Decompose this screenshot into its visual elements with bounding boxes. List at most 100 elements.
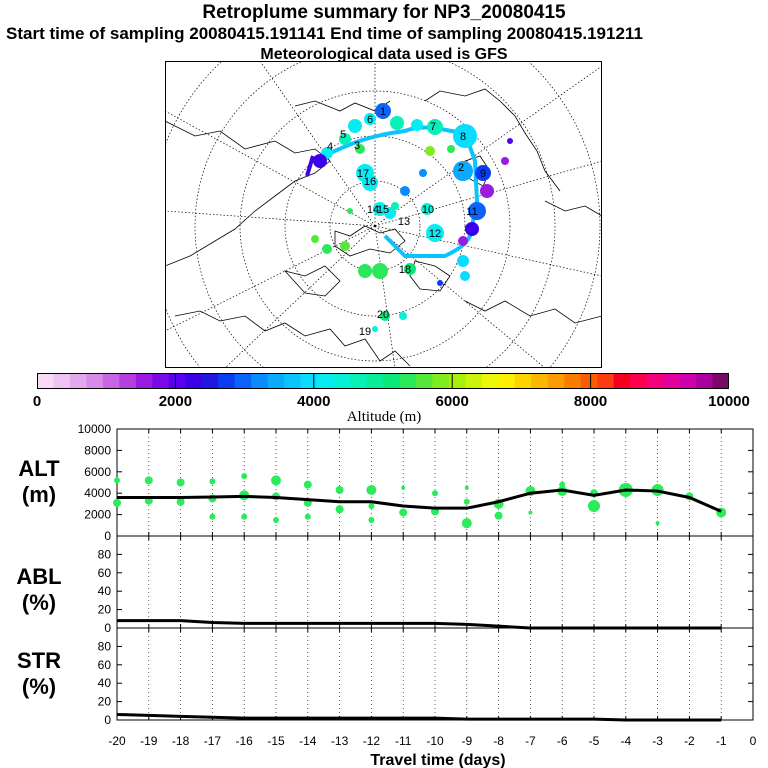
- x-tick-label: -17: [204, 734, 222, 748]
- y-tick-label: 0: [104, 713, 111, 727]
- altitude-cluster-point: [432, 490, 438, 497]
- map-day-label: 11: [466, 206, 477, 218]
- map-cluster-dot: [400, 186, 410, 196]
- y-tick-label: 6000: [84, 465, 111, 479]
- map-cluster-dot: [411, 119, 423, 131]
- map-cluster-dot: [390, 116, 404, 130]
- altitude-cluster-point: [239, 490, 250, 501]
- colorbar-swatch: [399, 373, 417, 389]
- alt-label-line1: ALT: [18, 456, 60, 481]
- panel-frame: [116, 535, 754, 629]
- colorbar-swatch: [333, 373, 351, 389]
- str-label-line2: (%): [21, 674, 57, 699]
- altitude-cluster-point: [368, 516, 375, 523]
- colorbar-swatch: [646, 373, 664, 389]
- y-tick-label: 20: [98, 695, 112, 709]
- series-line-str: [116, 712, 722, 722]
- y-tick-label: 60: [98, 658, 112, 672]
- map-cluster-dot: [355, 144, 365, 154]
- colorbar-swatch: [300, 373, 318, 389]
- colorbar-swatch: [531, 373, 549, 389]
- y-tick-label: 4000: [84, 486, 111, 500]
- x-tick-label: 0: [750, 734, 757, 748]
- colorbar-swatch: [432, 373, 450, 389]
- colorbar-swatch: [679, 373, 697, 389]
- y-tick-label: 0: [104, 621, 111, 635]
- altitude-cluster-point: [144, 476, 153, 485]
- map-day-label: 15: [377, 204, 389, 216]
- altitude-cluster-point: [461, 518, 472, 529]
- map-cluster-dot: [391, 202, 399, 210]
- colorbar-tick-label: 0: [32, 393, 42, 410]
- map-graticule: [165, 61, 602, 368]
- colorbar-tick-label: 8000: [573, 393, 608, 410]
- colorbar-swatch: [350, 373, 368, 389]
- colorbar-swatch: [152, 373, 170, 389]
- map-cluster-dot: [347, 208, 353, 214]
- altitude-cluster-point: [209, 513, 216, 520]
- map-cluster-dot: [507, 138, 513, 144]
- colorbar-swatch: [284, 373, 302, 389]
- map-cluster-dot: [419, 169, 427, 177]
- colorbar-swatch: [663, 373, 681, 389]
- x-axis-title: Travel time (days): [370, 752, 505, 768]
- map-cluster-dot: [404, 263, 416, 275]
- mean-trajectory-line: [312, 125, 480, 258]
- chart-title: Retroplume summary for NP3_20080415: [202, 2, 566, 23]
- map-cluster-dot: [373, 202, 387, 216]
- colorbar-swatch: [547, 373, 565, 389]
- map-cluster-dot: [311, 235, 319, 243]
- colorbar-swatch: [366, 373, 384, 389]
- y-tick-label: 2000: [84, 508, 111, 522]
- map-cluster-dot: [380, 311, 390, 321]
- x-tick-label: -6: [557, 734, 568, 748]
- x-tick-label: -10: [426, 734, 444, 748]
- series-line-abl: [117, 619, 722, 630]
- colorbar-swatch: [448, 373, 466, 389]
- altitude-cluster-point: [431, 507, 439, 516]
- colorbar-swatch: [185, 373, 203, 389]
- altitude-cluster-point: [241, 513, 248, 520]
- altitude-cluster-point: [528, 510, 533, 515]
- map-cluster-dot: [339, 133, 351, 145]
- map-cluster-dot: [460, 271, 470, 281]
- altitude-cluster-point: [464, 485, 469, 490]
- map-day-label: 5: [340, 129, 346, 141]
- x-tick-label: -19: [140, 734, 158, 748]
- altitude-cluster-point: [463, 498, 470, 505]
- altitude-cluster-point: [494, 511, 503, 520]
- map-day-label: 2: [458, 162, 464, 174]
- colorbar-swatch: [465, 373, 483, 389]
- colorbar-swatch: [251, 373, 269, 389]
- map-cluster-dot: [480, 184, 494, 198]
- map-cluster-dot: [458, 236, 468, 246]
- x-tick-label: -2: [684, 734, 695, 748]
- map-day-label: 3: [354, 140, 360, 152]
- map-cluster-dot: [501, 157, 509, 165]
- altitude-cluster-point: [493, 498, 504, 509]
- colorbar-swatch: [119, 373, 137, 389]
- map-day-label: 7: [430, 121, 436, 133]
- y-tick-label: 40: [98, 584, 112, 598]
- map-day-label: 4: [327, 141, 333, 153]
- map-cluster-dot: [372, 263, 388, 279]
- map-cluster-dot: [322, 244, 332, 254]
- colorbar-swatch: [69, 373, 87, 389]
- map-day-label: 14: [367, 204, 379, 216]
- x-tick-label: -20: [108, 734, 126, 748]
- map-cluster-dot: [453, 161, 473, 181]
- altitude-cluster-point: [559, 481, 566, 488]
- colorbar-swatch: [383, 373, 400, 389]
- y-tick-label: 60: [98, 566, 112, 580]
- map-cluster-dot: [426, 224, 444, 242]
- map-day-label: 6: [367, 114, 373, 126]
- colorbar-swatch: [234, 373, 252, 389]
- altitude-cluster-point: [335, 505, 344, 514]
- altitude-cluster-point: [588, 500, 600, 513]
- map-cluster-dot: [364, 113, 376, 125]
- altitude-cluster-point: [557, 486, 568, 497]
- alt-panel-label: ALT (m): [4, 456, 74, 508]
- x-tick-label: -12: [363, 734, 381, 748]
- map-day-label: 17: [357, 168, 369, 180]
